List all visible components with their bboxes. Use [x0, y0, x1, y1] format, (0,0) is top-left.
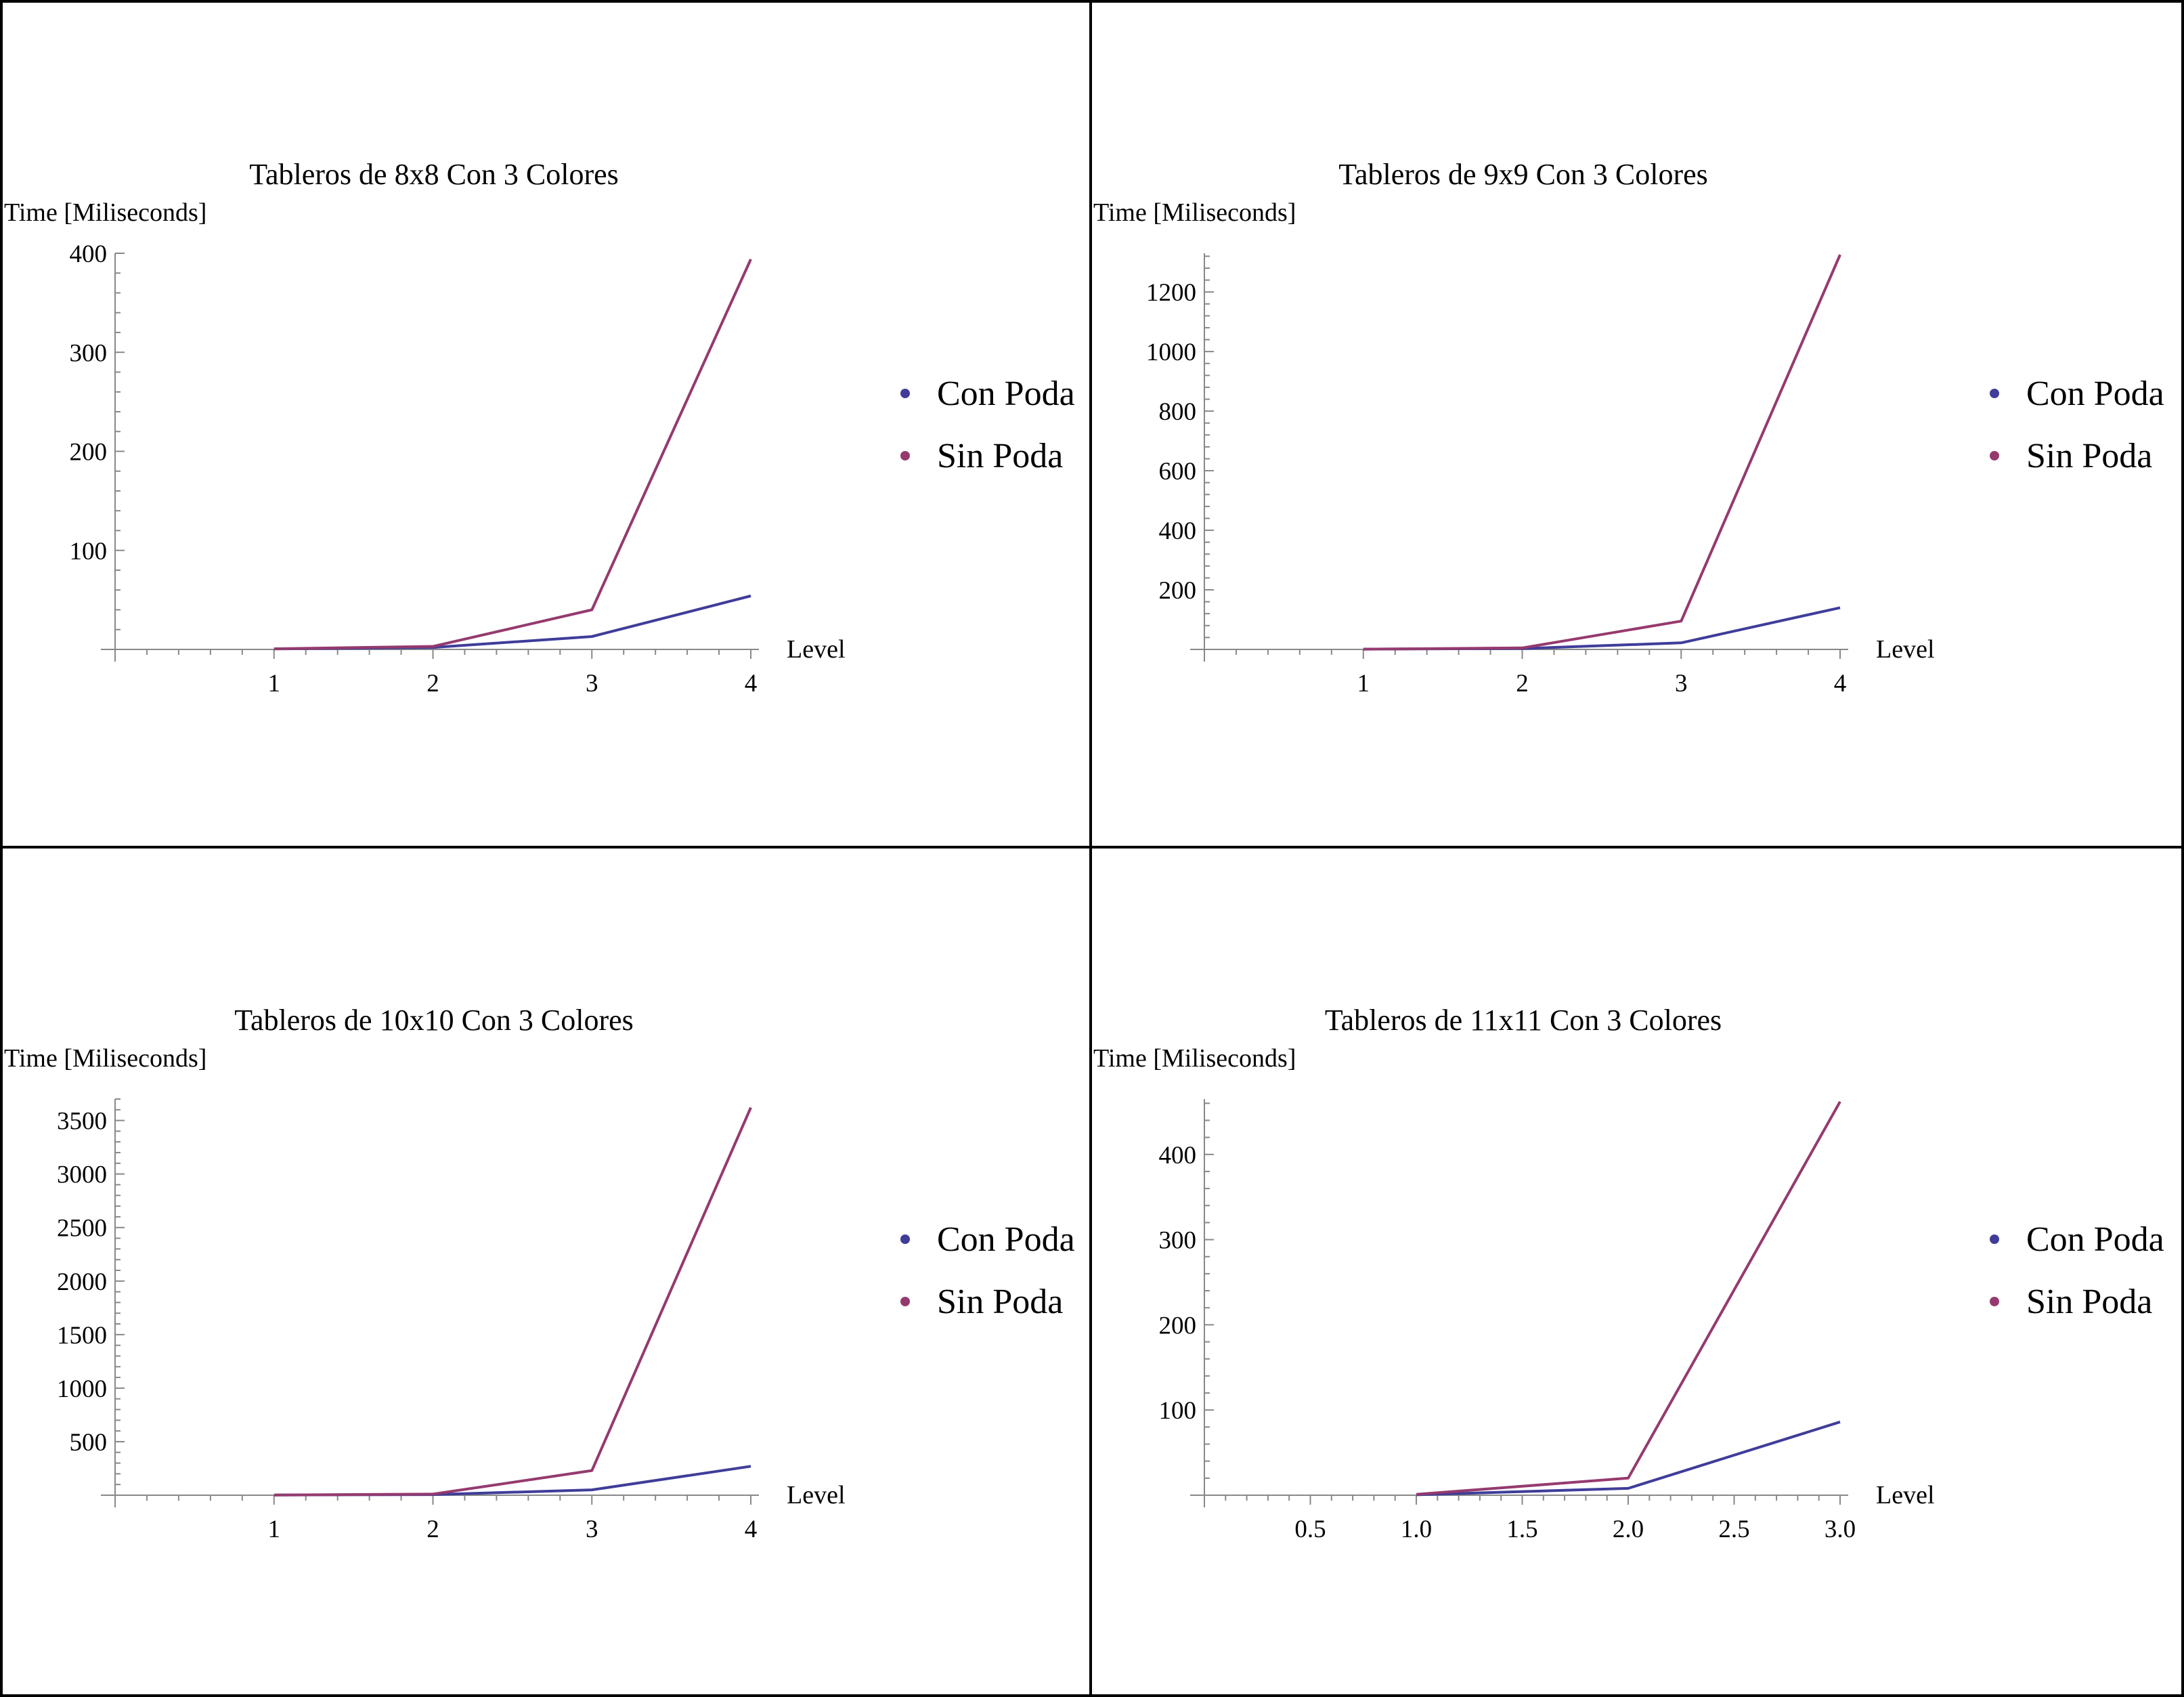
chart-svg: Tableros de 9x9 Con 3 Colores Time [Milis…: [1093, 158, 2164, 697]
legend-marker: [1990, 389, 1999, 398]
legend-marker: [1990, 1234, 1999, 1244]
x-tick-label: 4: [1834, 670, 1847, 697]
y-tick-label: 1200: [1146, 279, 1196, 307]
legend-label: Sin Poda: [937, 1283, 1063, 1321]
x-tick-label: 2: [427, 670, 439, 697]
y-axis-label: Time [Miliseconds]: [4, 198, 206, 227]
y-tick-label: 2000: [57, 1268, 107, 1296]
y-tick-label: 200: [1159, 577, 1197, 605]
y-tick-label: 3500: [57, 1108, 107, 1136]
series-line-sin-poda: [274, 258, 752, 651]
x-tick-label: 1.0: [1401, 1516, 1432, 1543]
y-tick-label: 400: [70, 240, 108, 268]
y-axis-label: Time [Miliseconds]: [4, 1044, 206, 1073]
series-line-con-poda: [274, 1465, 751, 1497]
x-tick-label: 2.5: [1718, 1516, 1749, 1543]
x-tick-label: 1: [268, 1516, 281, 1543]
x-axis-label: Level: [787, 1481, 846, 1509]
series-line-sin-poda: [274, 1107, 752, 1497]
legend-label: Sin Poda: [2026, 437, 2152, 475]
y-axis-label: Time [Miliseconds]: [1093, 1044, 1296, 1073]
x-tick-label: 0.5: [1294, 1516, 1326, 1543]
x-tick-label: 3: [586, 670, 598, 697]
y-tick-label: 500: [70, 1429, 108, 1457]
chart-title: Tableros de 10x10 Con 3 Colores: [234, 1004, 634, 1037]
legend-marker: [900, 1234, 910, 1244]
chart-title: Tableros de 8x8 Con 3 Colores: [249, 158, 619, 191]
y-tick-label: 100: [1159, 1397, 1197, 1425]
y-tick-label: 400: [1159, 1142, 1197, 1169]
y-tick-label: 1000: [1146, 339, 1196, 366]
x-tick-label: 2: [1516, 670, 1529, 697]
chart-panel-8x8: Tableros de 8x8 Con 3 Colores Time [Milis…: [3, 3, 1092, 848]
legend-marker: [900, 389, 910, 398]
x-tick-label: 3.0: [1825, 1516, 1856, 1543]
y-tick-label: 300: [70, 339, 108, 367]
x-tick-label: 1.5: [1506, 1516, 1537, 1543]
y-tick-label: 2500: [57, 1215, 107, 1243]
x-tick-label: 3: [1675, 670, 1688, 697]
legend-marker: [900, 451, 910, 460]
chart-title: Tableros de 9x9 Con 3 Colores: [1338, 158, 1708, 191]
chart-panel-9x9: Tableros de 9x9 Con 3 Colores Time [Milis…: [1092, 3, 2181, 848]
series-line-sin-poda: [1363, 254, 1841, 651]
y-tick-label: 300: [1159, 1227, 1197, 1255]
chart-panel-11x11: Tableros de 11x11 Con 3 Colores Time [Mil…: [1092, 848, 2181, 1694]
chart-svg: Tableros de 11x11 Con 3 Colores Time [Mil…: [1093, 1004, 2164, 1543]
x-tick-label: 4: [745, 1516, 758, 1543]
x-tick-label: 1: [268, 670, 281, 697]
y-tick-label: 100: [70, 538, 108, 565]
legend-label: Con Poda: [2026, 374, 2164, 413]
series-line-sin-poda: [1416, 1100, 1841, 1496]
legend-marker: [1990, 451, 1999, 460]
legend-label: Sin Poda: [2026, 1283, 2152, 1321]
y-tick-label: 400: [1159, 517, 1197, 545]
x-tick-label: 2.0: [1613, 1516, 1644, 1543]
legend-marker: [1990, 1297, 1999, 1306]
legend-label: Sin Poda: [937, 437, 1063, 475]
legend-marker: [900, 1297, 910, 1306]
y-tick-label: 600: [1159, 458, 1197, 486]
series-line-con-poda: [274, 595, 751, 651]
legend-label: Con Poda: [2026, 1220, 2164, 1259]
x-axis-label: Level: [787, 635, 846, 664]
y-tick-label: 200: [70, 439, 108, 467]
y-tick-label: 1000: [57, 1375, 107, 1403]
legend-label: Con Poda: [937, 1220, 1075, 1259]
chart-svg: Tableros de 8x8 Con 3 Colores Time [Milis…: [4, 158, 1075, 697]
y-tick-label: 3000: [57, 1161, 107, 1189]
x-axis-label: Level: [1876, 635, 1935, 664]
y-tick-label: 200: [1159, 1312, 1197, 1339]
x-tick-label: 2: [427, 1516, 439, 1543]
series-line-con-poda: [1416, 1420, 1841, 1497]
legend-label: Con Poda: [937, 374, 1075, 413]
y-tick-label: 800: [1159, 398, 1197, 426]
chart-panel-10x10: Tableros de 10x10 Con 3 Colores Time [Mil…: [3, 848, 1092, 1694]
series-line-con-poda: [1363, 606, 1841, 651]
x-tick-label: 3: [586, 1516, 598, 1543]
y-axis-label: Time [Miliseconds]: [1093, 198, 1296, 227]
chart-title: Tableros de 11x11 Con 3 Colores: [1325, 1004, 1722, 1037]
y-tick-label: 1500: [57, 1322, 107, 1350]
x-tick-label: 4: [745, 670, 758, 697]
x-axis-label: Level: [1876, 1481, 1935, 1509]
x-tick-label: 1: [1357, 670, 1370, 697]
chart-svg: Tableros de 10x10 Con 3 Colores Time [Mil…: [4, 1004, 1075, 1543]
